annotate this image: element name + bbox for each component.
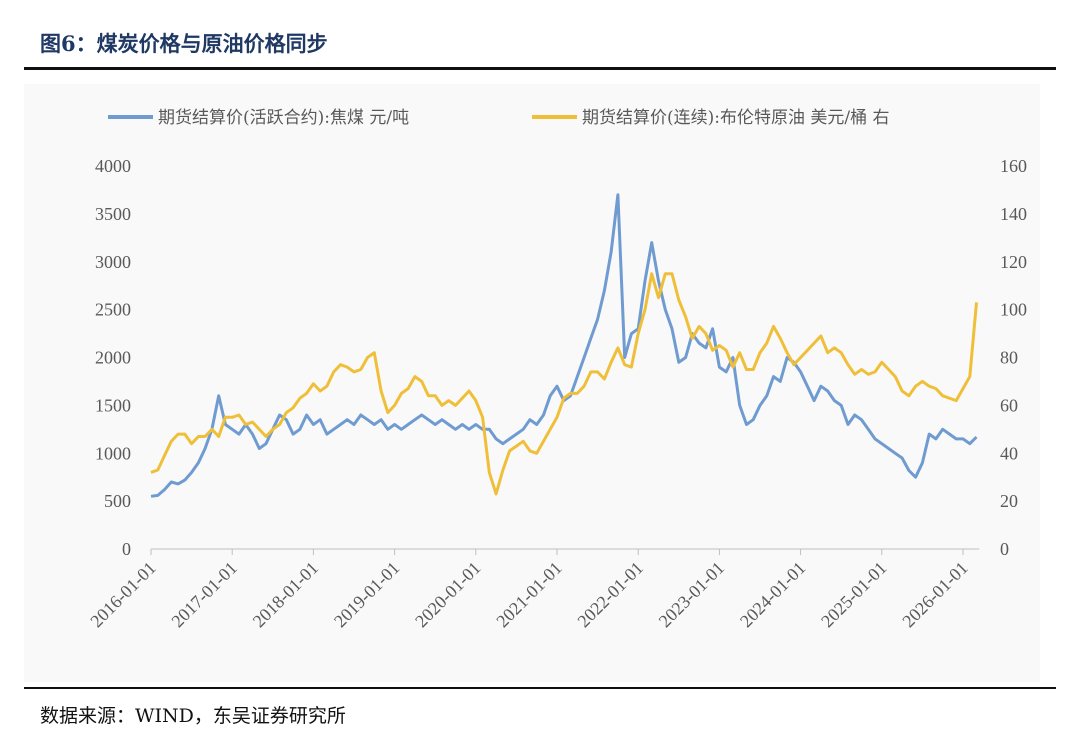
y-left-tick-label: 1000 — [95, 443, 131, 463]
y-right-tick-label: 100 — [1000, 300, 1027, 320]
x-tick-label: 2020-01-01 — [411, 558, 485, 632]
legend-label: 期货结算价(活跃合约):焦煤 元/吨 — [158, 108, 409, 128]
y-right-tick-label: 40 — [1000, 443, 1018, 463]
y-left-tick-label: 2500 — [95, 300, 131, 320]
x-tick-label: 2016-01-01 — [86, 558, 160, 632]
y-left-tick-label: 2000 — [95, 348, 131, 368]
series-line-brent — [150, 272, 978, 496]
x-tick-label: 2021-01-01 — [492, 558, 566, 632]
x-tick-label: 2025-01-01 — [817, 558, 891, 632]
y-right-tick-label: 80 — [1000, 348, 1018, 368]
legend-label: 期货结算价(连续):布伦特原油 美元/桶 右 — [582, 108, 890, 128]
x-tick-label: 2024-01-01 — [736, 558, 810, 632]
y-left-tick-label: 0 — [122, 539, 131, 559]
y-right-tick-label: 140 — [1000, 204, 1027, 224]
x-tick-label: 2026-01-01 — [898, 558, 972, 632]
title-rule — [24, 67, 1056, 70]
y-right-tick-label: 120 — [1000, 252, 1027, 272]
y-right-tick-label: 20 — [1000, 491, 1018, 511]
y-left-tick-label: 1500 — [95, 395, 131, 415]
y-left-tick-label: 4000 — [95, 156, 131, 176]
legend: 期货结算价(活跃合约):焦煤 元/吨 期货结算价(连续):布伦特原油 美元/桶 右 — [108, 108, 890, 128]
x-tick-label: 2023-01-01 — [655, 558, 729, 632]
y-left-tick-label: 3500 — [95, 204, 131, 224]
y-right-tick-label: 160 — [1000, 156, 1027, 176]
x-tick-label: 2019-01-01 — [330, 558, 404, 632]
x-tick-label: 2018-01-01 — [249, 558, 323, 632]
x-tick-label: 2022-01-01 — [573, 558, 647, 632]
y-right-tick-label: 0 — [1000, 539, 1009, 559]
figure-title: 图6：煤炭价格与原油价格同步 — [40, 31, 328, 56]
source-note: 数据来源：WIND，东吴证券研究所 — [40, 705, 346, 727]
y-left-tick-label: 500 — [104, 491, 131, 511]
x-tick-label: 2017-01-01 — [167, 558, 241, 632]
chart-background — [24, 84, 1040, 682]
y-right-tick-label: 60 — [1000, 395, 1018, 415]
y-left-tick-label: 3000 — [95, 252, 131, 272]
series-line-coking-coal — [150, 193, 978, 498]
source-rule — [24, 687, 1056, 689]
